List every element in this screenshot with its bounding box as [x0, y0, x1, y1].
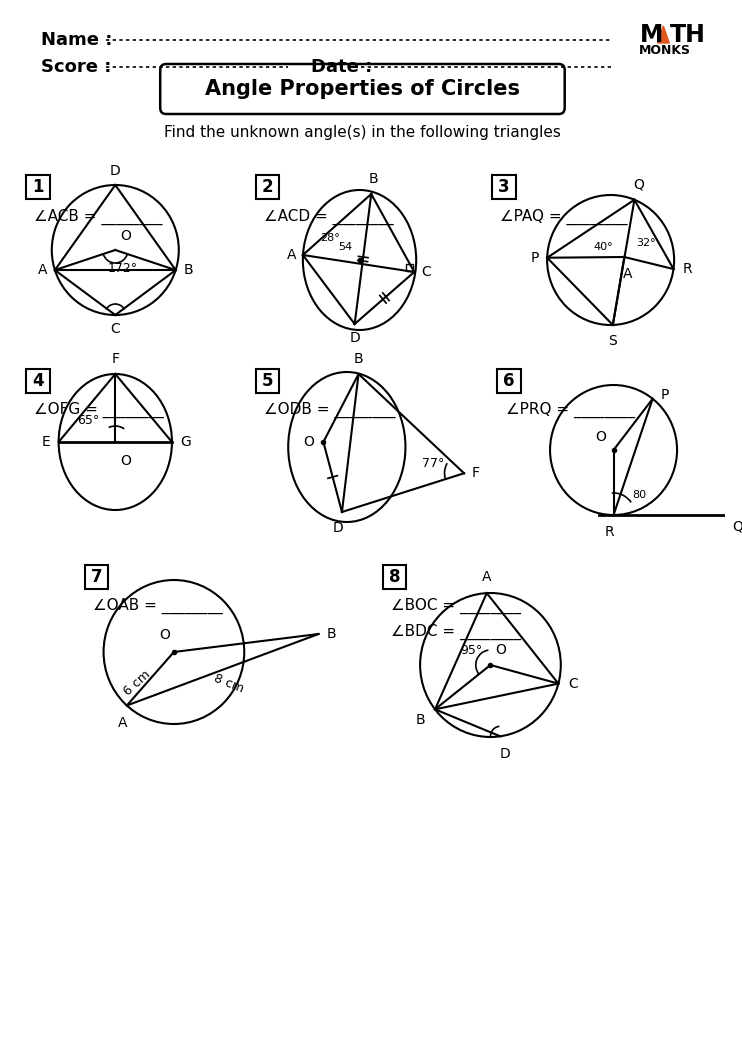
Text: A: A — [286, 248, 296, 262]
Text: 77°: 77° — [421, 457, 444, 469]
Text: ∠BDC = ________: ∠BDC = ________ — [391, 624, 521, 640]
Text: ∠BOC = ________: ∠BOC = ________ — [391, 597, 521, 614]
Text: ∠OAB = ________: ∠OAB = ________ — [93, 597, 223, 614]
Text: 5: 5 — [262, 372, 274, 390]
Text: A: A — [118, 715, 128, 730]
Bar — [407, 264, 413, 271]
Text: 28°: 28° — [321, 233, 340, 243]
Text: ∠PRQ = ________: ∠PRQ = ________ — [506, 402, 635, 418]
Text: 95°: 95° — [460, 644, 482, 656]
Text: O: O — [159, 628, 170, 642]
Text: 65°: 65° — [77, 414, 99, 426]
Text: 80: 80 — [632, 490, 646, 500]
Polygon shape — [657, 26, 669, 43]
Text: B: B — [326, 627, 336, 640]
Text: B: B — [368, 172, 378, 186]
Text: Score :: Score : — [41, 58, 111, 76]
Text: O: O — [595, 430, 605, 444]
Text: 3: 3 — [499, 178, 510, 196]
Text: O: O — [120, 454, 131, 468]
Text: 8 cm: 8 cm — [211, 672, 246, 695]
Text: 6 cm: 6 cm — [121, 668, 153, 698]
Text: 172°: 172° — [108, 261, 138, 274]
Text: 2: 2 — [262, 178, 274, 196]
Text: G: G — [180, 435, 191, 449]
Text: Find the unknown angle(s) in the following triangles: Find the unknown angle(s) in the followi… — [164, 126, 561, 141]
Text: 7: 7 — [91, 568, 102, 586]
Text: M: M — [640, 23, 663, 47]
Text: Q: Q — [633, 177, 644, 192]
Text: B: B — [183, 264, 193, 277]
Text: ∠ACB = ________: ∠ACB = ________ — [34, 209, 162, 225]
Text: R: R — [683, 262, 692, 276]
Text: 40°: 40° — [593, 242, 613, 252]
Text: 6: 6 — [503, 372, 515, 390]
Text: ∠OFG = ________: ∠OFG = ________ — [34, 402, 164, 418]
Text: Angle Properties of Circles: Angle Properties of Circles — [205, 79, 520, 99]
Text: B: B — [354, 352, 364, 366]
Text: F: F — [472, 466, 480, 480]
Text: ∠ACD = ________: ∠ACD = ________ — [264, 209, 393, 225]
Text: Q: Q — [733, 519, 742, 533]
Text: MONKS: MONKS — [640, 44, 692, 58]
Text: D: D — [110, 164, 121, 179]
Text: E: E — [42, 435, 50, 449]
Text: O: O — [303, 435, 315, 449]
Text: C: C — [111, 322, 120, 336]
Text: D: D — [332, 521, 344, 536]
Text: D: D — [500, 748, 510, 761]
Text: O: O — [496, 643, 506, 657]
Text: R: R — [605, 525, 614, 539]
Text: F: F — [111, 352, 119, 366]
Text: ∠PAQ = ________: ∠PAQ = ________ — [500, 209, 628, 225]
Text: ∠ODB = ________: ∠ODB = ________ — [264, 402, 395, 418]
Text: 8: 8 — [389, 568, 401, 586]
Text: 32°: 32° — [636, 238, 656, 248]
Text: P: P — [531, 251, 539, 265]
Text: O: O — [120, 229, 131, 243]
Text: C: C — [568, 676, 578, 691]
Text: A: A — [623, 267, 632, 281]
Text: Date :: Date : — [311, 58, 372, 76]
Text: P: P — [660, 387, 669, 402]
Text: 1: 1 — [33, 178, 44, 196]
Text: S: S — [608, 334, 617, 348]
Text: C: C — [421, 265, 431, 279]
Text: TH: TH — [670, 23, 706, 47]
Text: 4: 4 — [33, 372, 44, 390]
Text: Name :: Name : — [41, 32, 112, 49]
Text: A: A — [38, 264, 47, 277]
Text: 54: 54 — [338, 242, 352, 252]
Text: B: B — [416, 713, 425, 728]
Text: D: D — [349, 331, 360, 345]
Text: A: A — [482, 570, 491, 584]
